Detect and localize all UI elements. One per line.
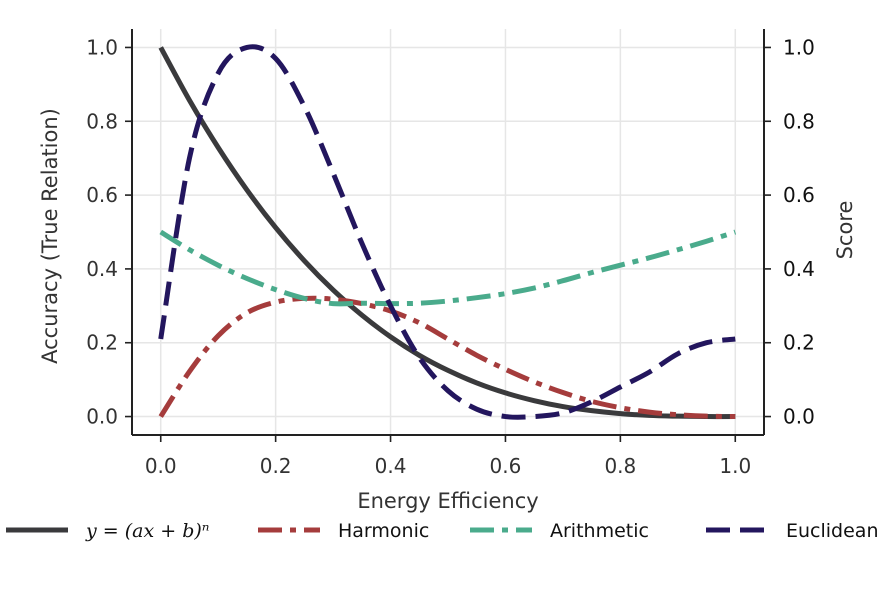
legend: y = (ax + b)ⁿ Harmonic Arithmetic Euclidean: [6, 520, 879, 542]
left-y-tick-label: 1.0: [86, 35, 118, 59]
right-y-tick-label: 1.0: [783, 35, 815, 59]
series-line-y-ax-b-n: [158, 46, 736, 420]
x-tick-label: 1.0: [719, 454, 751, 478]
right-y-tick-label: 0.8: [783, 109, 815, 133]
left-y-axis-label: Accuracy (True Relation): [38, 108, 62, 364]
x-tick-label: 0.2: [260, 454, 292, 478]
left-y-tick-label: 0.8: [86, 109, 118, 133]
left-y-tick-label: 0.4: [86, 257, 118, 281]
series-line-harmonic: [158, 295, 736, 420]
x-tick-label: 0.8: [604, 454, 636, 478]
right-y-axis-label: Score: [833, 201, 857, 260]
ticks-layer: 0.0 0.2 0.4 0.6 0.8 1.0 0.0 0.2 0.4 0.6 0.8 1.0 0.0 0…: [86, 35, 815, 478]
x-tick-label: 0.4: [375, 454, 407, 478]
legend-label-arithmetic: Arithmetic: [550, 520, 649, 542]
x-tick-label: 0.6: [490, 454, 522, 478]
legend-label-y-ax-b-n: y = (ax + b)ⁿ: [85, 520, 209, 542]
right-y-tick-label: 0.6: [783, 183, 815, 207]
right-y-tick-label: 0.0: [783, 405, 815, 429]
axes-layer: [131, 29, 765, 436]
series-layer: [158, 44, 737, 420]
right-y-tick-label: 0.4: [783, 257, 815, 281]
left-y-tick-label: 0.6: [86, 183, 118, 207]
legend-label-euclidean: Euclidean: [786, 520, 879, 542]
left-y-tick-label: 0.2: [86, 331, 118, 355]
x-axis-label: Energy Efficiency: [357, 489, 538, 513]
legend-label-harmonic: Harmonic: [338, 520, 429, 542]
grid-layer: [132, 29, 764, 435]
series-line-arithmetic: [159, 229, 737, 307]
left-y-tick-label: 0.0: [86, 405, 118, 429]
right-y-tick-label: 0.2: [783, 331, 815, 355]
x-tick-label: 0.0: [145, 454, 177, 478]
series-line-euclidean: [158, 44, 736, 420]
